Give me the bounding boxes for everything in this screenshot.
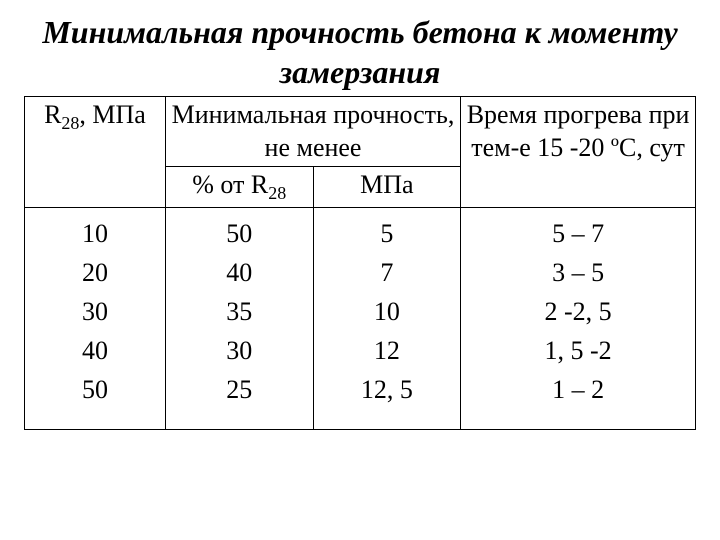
cell-value: 25 (170, 370, 309, 409)
page-title: Минимальная прочность бетона к моменту з… (24, 12, 696, 92)
cell-value: 30 (29, 292, 161, 331)
header-row-1: R28, МПа Минимальная прочность, не менее… (25, 97, 696, 167)
cell-value: 50 (29, 370, 161, 409)
cell-value: 5 (318, 214, 457, 253)
cell-value: 12, 5 (318, 370, 457, 409)
header-min-strength: Минимальная прочность, не менее (165, 97, 460, 167)
cell-value: 1, 5 -2 (465, 331, 691, 370)
cell-value: 10 (318, 292, 457, 331)
cell-value: 12 (318, 331, 457, 370)
cell-value: 40 (29, 331, 161, 370)
data-row: 10 20 30 40 50 50 40 35 30 25 5 7 10 12 … (25, 207, 696, 429)
header-time: Время прогрева при тем-е 15 -20 ºС, сут (461, 97, 696, 208)
cell-value: 7 (318, 253, 457, 292)
cell-value: 3 – 5 (465, 253, 691, 292)
cell-value: 30 (170, 331, 309, 370)
col-r28-values: 10 20 30 40 50 (25, 207, 166, 429)
cell-value: 10 (29, 214, 161, 253)
cell-value: 1 – 2 (465, 370, 691, 409)
col-mpa-values: 5 7 10 12 12, 5 (313, 207, 461, 429)
cell-value: 35 (170, 292, 309, 331)
cell-value: 40 (170, 253, 309, 292)
header-mpa: МПа (313, 167, 461, 208)
cell-value: 5 – 7 (465, 214, 691, 253)
cell-value: 50 (170, 214, 309, 253)
col-time-values: 5 – 7 3 – 5 2 -2, 5 1, 5 -2 1 – 2 (461, 207, 696, 429)
cell-value: 2 -2, 5 (465, 292, 691, 331)
header-r28: R28, МПа (25, 97, 166, 208)
cell-value: 20 (29, 253, 161, 292)
header-pct: % от R28 (165, 167, 313, 208)
strength-table: R28, МПа Минимальная прочность, не менее… (24, 96, 696, 430)
col-pct-values: 50 40 35 30 25 (165, 207, 313, 429)
